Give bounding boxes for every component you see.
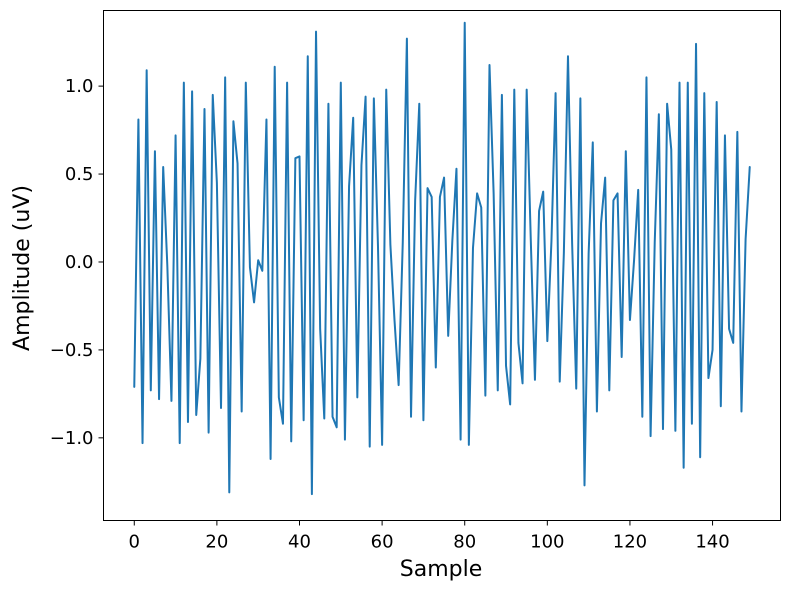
x-axis-title: Sample [400, 557, 483, 582]
y-tick-label: 1.0 [65, 76, 94, 97]
x-tick-label: 140 [695, 532, 729, 553]
y-axis-title: Amplitude (uV) [10, 185, 35, 351]
y-tick-label: −0.5 [50, 340, 94, 361]
x-tick-label: 20 [205, 532, 228, 553]
x-tick-label: 120 [613, 532, 647, 553]
x-tick-label: 40 [288, 532, 311, 553]
y-tick-label: 0.5 [65, 164, 94, 185]
y-axis: −1.0 −0.5 0.0 0.5 1.0 [50, 76, 104, 449]
x-axis: 0 20 40 60 80 100 120 140 [129, 520, 730, 553]
plot-frame [103, 10, 781, 521]
y-tick-label: −1.0 [50, 428, 94, 449]
series-line [133, 21, 751, 496]
x-tick-label: 60 [371, 532, 394, 553]
x-tick-label: 80 [453, 532, 476, 553]
x-tick-label: 100 [530, 532, 564, 553]
y-tick-label: 0.0 [65, 252, 94, 273]
x-tick-label: 0 [129, 532, 140, 553]
